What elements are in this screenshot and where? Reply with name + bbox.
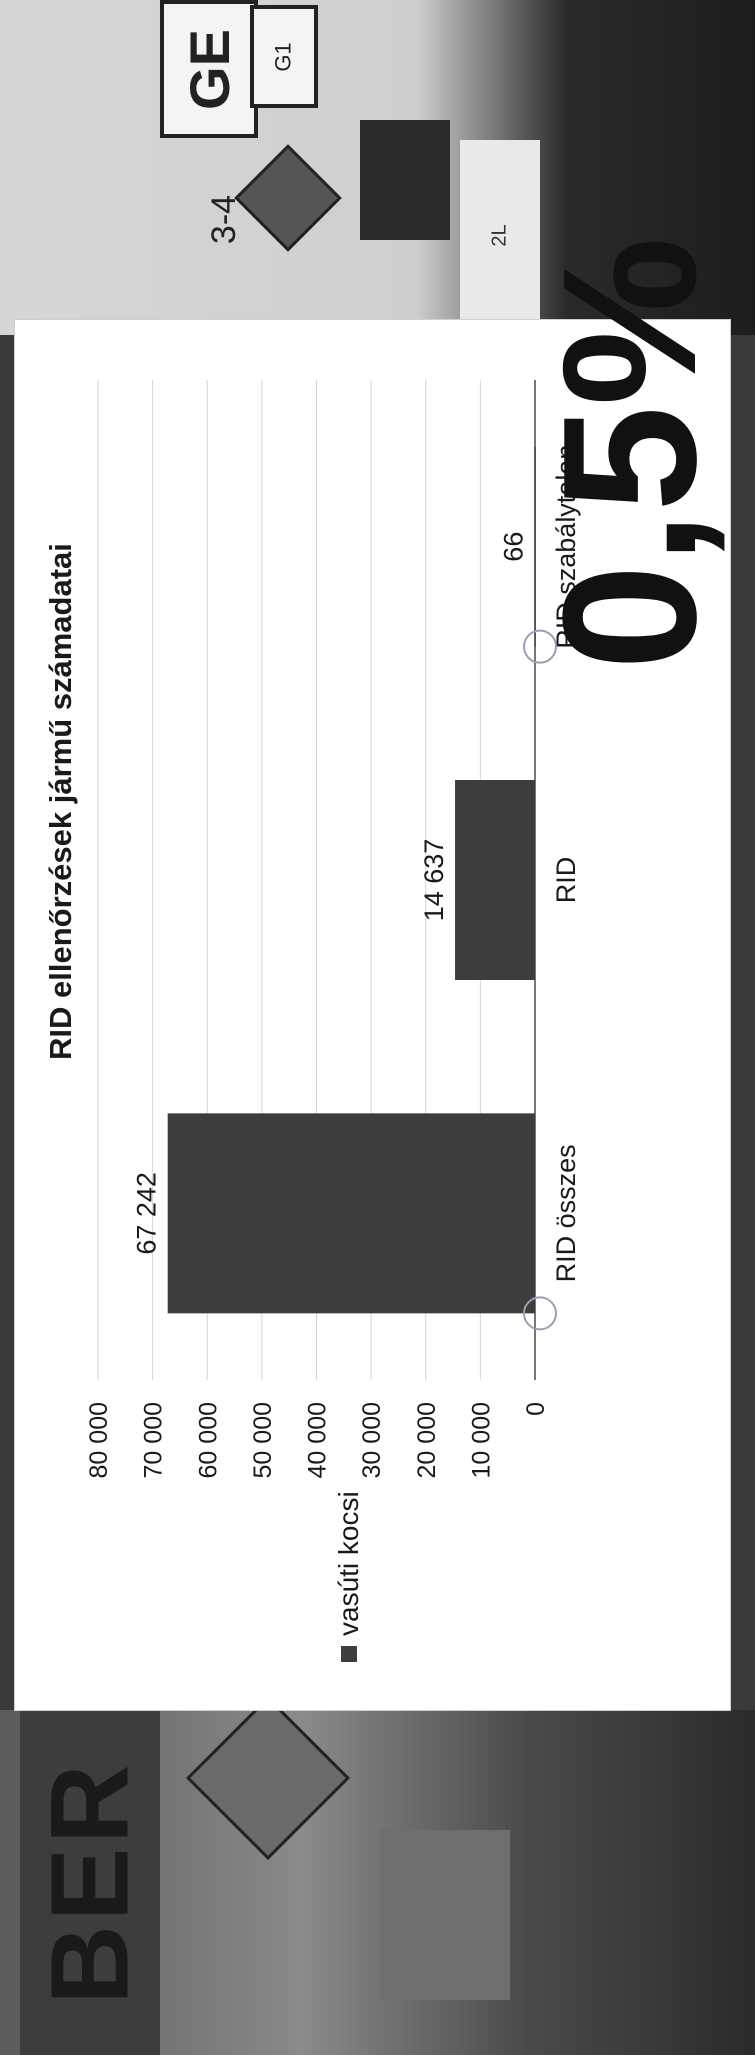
photo-label-g1: G1	[250, 5, 318, 108]
y-tick-label: 60 000	[194, 1402, 222, 1478]
photo-sign-ber-text: BER	[28, 1760, 152, 2005]
y-tick-label: 10 000	[467, 1402, 495, 1478]
chart-plot: 0 10 000 20 000 30 000 40 000 50 000 60 000 70 …	[85, 380, 581, 1478]
photo-marker-text: 3-4	[205, 194, 244, 245]
y-tick-label: 20 000	[413, 1402, 441, 1478]
photo-panel	[380, 1830, 510, 2000]
y-tick-label: 50 000	[249, 1402, 277, 1478]
photo-sign-ge-text: GE	[177, 28, 241, 110]
bar-data-label: 67 242	[132, 1172, 162, 1255]
category-label: RID összes	[551, 1144, 581, 1282]
bar-data-label: 14 637	[419, 839, 449, 922]
photo-sign-ge: GE	[160, 0, 258, 138]
photo-beam: 2L	[460, 140, 540, 330]
photo-hazard-diamond	[234, 144, 342, 252]
bar-data-label: 66	[499, 532, 529, 562]
background-photo-bottom: BER	[0, 1695, 755, 2055]
y-tick-label: 80 000	[85, 1402, 113, 1478]
photo-label-g1-text: G1	[270, 41, 296, 72]
y-tick-label: 40 000	[304, 1402, 332, 1478]
background-photo-top: GE G1 3-4 2L	[0, 0, 755, 335]
percent-annotation: 0,5%	[524, 236, 736, 670]
bar	[534, 446, 536, 647]
photo-bracket	[360, 120, 450, 240]
photo-hazard-diamond-bottom	[185, 1695, 351, 1861]
category-label: RID	[551, 857, 581, 904]
marker-circle	[523, 1296, 557, 1331]
y-tick-label: 30 000	[358, 1402, 386, 1478]
photo-beam-text: 2L	[488, 223, 511, 247]
y-tick-label: 0	[522, 1402, 550, 1416]
y-tick-label: 70 000	[140, 1402, 168, 1478]
bar	[167, 1113, 535, 1314]
category-label: RID szabálytalan	[551, 445, 581, 649]
photo-sign-ber: BER	[20, 1710, 160, 2055]
marker-circle	[523, 629, 557, 664]
chart-slide: RID ellenőrzések jármű számadatai vasúti…	[15, 237, 736, 1710]
bar	[455, 780, 535, 980]
